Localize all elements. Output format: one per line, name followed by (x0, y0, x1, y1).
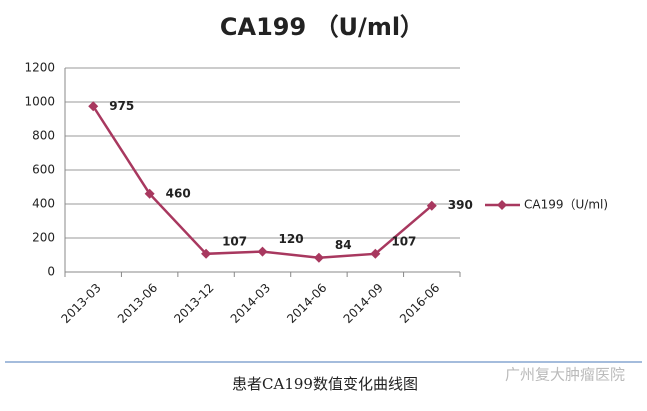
x-tick-label: 2013-06 (115, 281, 160, 326)
x-tick-label: 2014-03 (228, 281, 273, 326)
line (92, 105, 433, 259)
value-label: 120 (279, 232, 304, 246)
value-label: 107 (222, 234, 247, 248)
value-label: 107 (391, 234, 416, 248)
y-tick-label: 1000 (24, 95, 55, 109)
y-tick-label: 1200 (24, 61, 55, 75)
point (257, 246, 268, 257)
point (201, 248, 212, 259)
y-tick-label: 800 (32, 129, 55, 143)
x-tick-label: 2014-06 (284, 281, 329, 326)
watermark: 广州复大肿瘤医院 (505, 366, 625, 384)
value-label: 84 (335, 238, 352, 252)
x-tick-label: 2016-06 (397, 281, 442, 326)
value-label: 390 (448, 198, 473, 212)
point (88, 101, 99, 112)
x-tick-label: 2013-03 (58, 281, 103, 326)
point (370, 248, 381, 259)
point (426, 200, 437, 211)
x-tick-label: 2014-09 (341, 281, 386, 326)
legend-marker (497, 200, 507, 210)
point (313, 252, 324, 263)
value-label: 975 (109, 99, 134, 113)
y-tick-label: 400 (32, 197, 55, 211)
legend-label: CA199（U/ml) (524, 198, 608, 212)
y-tick-label: 0 (47, 265, 55, 279)
y-tick-label: 600 (32, 163, 55, 177)
y-tick-label: 200 (32, 231, 55, 245)
value-label: 460 (166, 186, 191, 200)
caption: 患者CA199数值变化曲线图 (232, 375, 418, 393)
point (144, 188, 155, 199)
x-tick-label: 2013-12 (171, 281, 216, 326)
chart-title: CA199 （U/ml） (220, 13, 424, 41)
